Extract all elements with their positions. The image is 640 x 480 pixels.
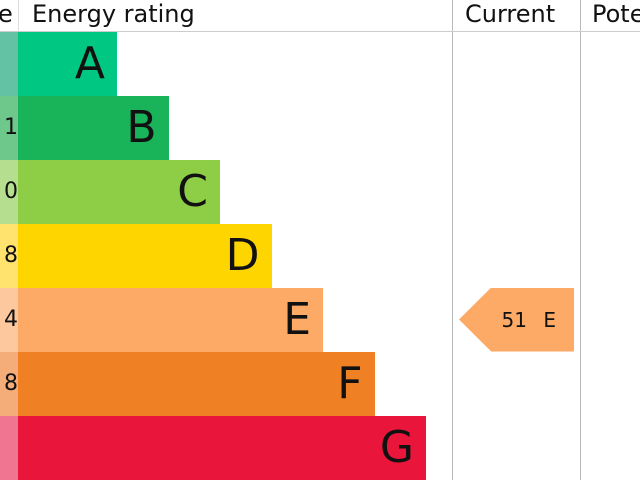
rating-bar-A: A	[18, 31, 117, 96]
rating-bar-E: E	[18, 287, 323, 352]
header-score: e	[0, 0, 13, 28]
current-rating-label: 51 E	[501, 307, 556, 332]
divider	[452, 0, 453, 480]
rating-bar-B: B	[18, 95, 169, 160]
score-cell-A	[0, 31, 18, 96]
rating-bar-G: G	[18, 415, 426, 480]
rating-letter: C	[177, 165, 208, 217]
rating-letter: D	[225, 229, 260, 281]
score-cell-D: 8	[0, 223, 18, 288]
score-cell-E: 4	[0, 287, 18, 352]
current-rating-arrow: 51 E	[459, 287, 574, 352]
rating-bar-D: D	[18, 223, 272, 288]
header-current: Current	[465, 0, 556, 28]
header-divider	[0, 31, 640, 32]
header-potential: Pote	[592, 0, 640, 28]
rating-letter: E	[283, 293, 311, 345]
rating-bar-F: F	[18, 351, 375, 416]
divider	[18, 0, 19, 31]
rating-letter: G	[379, 421, 414, 473]
score-cell-G	[0, 415, 18, 480]
header-energy-rating: Energy rating	[32, 0, 195, 28]
divider	[580, 0, 581, 480]
score-cell-F: 8	[0, 351, 18, 416]
score-cell-C: 0	[0, 159, 18, 224]
score-cell-B: 1	[0, 95, 18, 160]
rating-letter: A	[74, 37, 105, 89]
rating-letter: F	[337, 357, 363, 409]
rating-letter: B	[126, 101, 157, 153]
rating-bar-C: C	[18, 159, 220, 224]
